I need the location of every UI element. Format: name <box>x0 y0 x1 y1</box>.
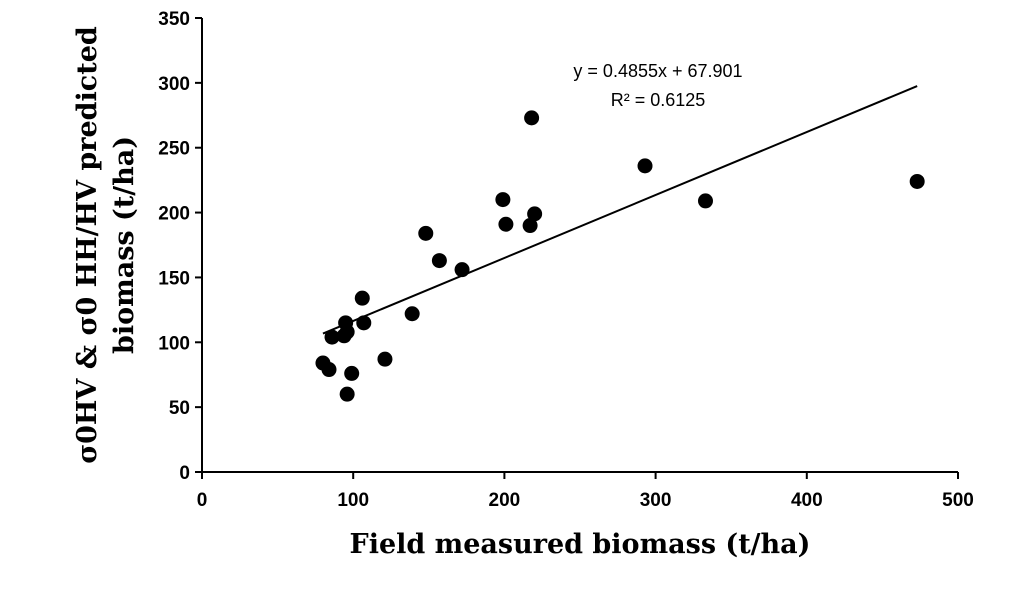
trendline-group <box>322 85 918 335</box>
data-point <box>495 192 511 208</box>
data-point <box>321 362 337 378</box>
trendline-r-squared: R² = 0.6125 <box>611 90 706 110</box>
y-tick-label: 200 <box>158 204 190 225</box>
y-tick-label: 300 <box>158 74 190 95</box>
x-tick-label: 400 <box>791 490 823 511</box>
data-point <box>356 315 372 331</box>
x-tick-label: 0 <box>197 490 208 511</box>
x-tick-label: 500 <box>942 490 974 511</box>
data-point <box>431 253 447 269</box>
data-points <box>315 110 925 402</box>
y-tick-label: 150 <box>158 268 190 289</box>
y-tick-label: 350 <box>158 9 190 30</box>
data-point <box>344 365 360 381</box>
data-point <box>527 206 543 222</box>
data-point <box>524 110 540 126</box>
y-tick-label: 0 <box>179 463 190 484</box>
data-point <box>339 324 355 340</box>
trendline <box>322 85 918 335</box>
trendline-equation: y = 0.4855x + 67.901 <box>573 61 742 81</box>
data-point <box>324 329 340 345</box>
y-axis-title-line-1: σ0HV & σ0 HH/HV predicted <box>72 26 103 464</box>
x-tick-label: 100 <box>337 490 369 511</box>
data-point <box>418 225 434 241</box>
axes <box>201 18 958 473</box>
data-point <box>909 173 925 189</box>
y-tick-label: 100 <box>158 333 190 354</box>
data-point <box>522 218 538 234</box>
x-tick-label: 200 <box>489 490 521 511</box>
y-axis-ticks: 0 50 100 150 200 250 300 350 <box>158 9 202 484</box>
y-tick-label: 50 <box>169 398 190 419</box>
data-point <box>454 262 470 278</box>
x-axis-ticks: 0 100 200 300 400 500 <box>197 472 974 511</box>
data-point <box>498 216 514 232</box>
data-point <box>697 193 713 209</box>
data-point <box>339 386 355 402</box>
y-tick-label: 250 <box>158 139 190 160</box>
x-axis-title: Field measured biomass (t/ha) <box>350 529 811 560</box>
x-tick-label: 300 <box>640 490 672 511</box>
data-point <box>637 158 653 174</box>
data-point <box>377 351 393 367</box>
data-point <box>354 290 370 306</box>
y-axis-title-line-2: biomass (t/ha) <box>109 136 140 354</box>
data-point <box>404 306 420 322</box>
